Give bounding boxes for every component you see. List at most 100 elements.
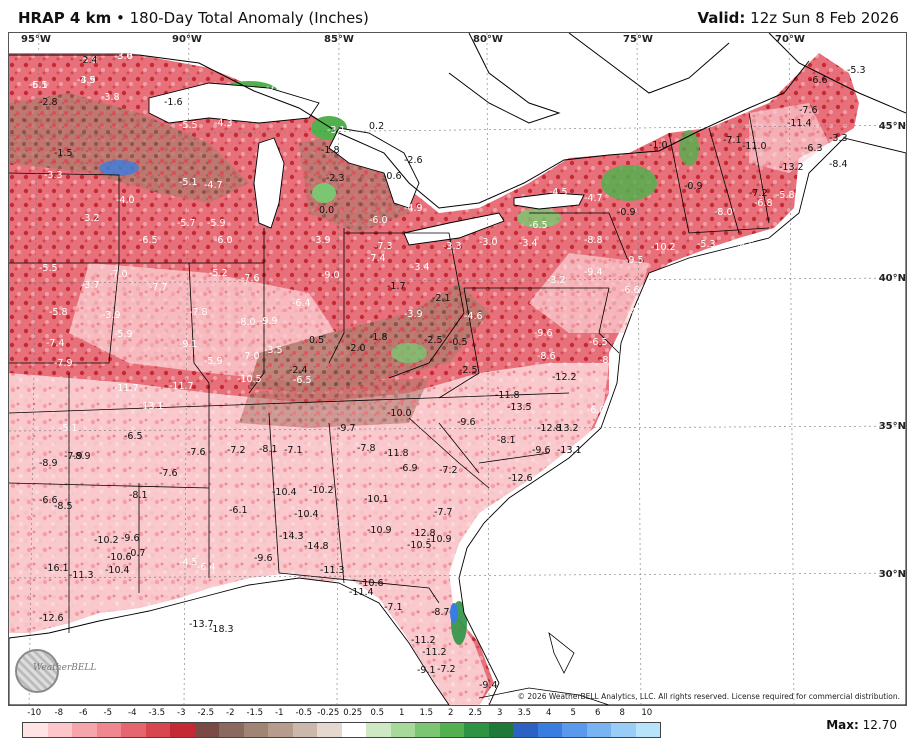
lake-huron	[328, 127, 420, 209]
anomaly-value-label: -10.4	[105, 565, 130, 576]
anomaly-value-label: -6.5	[124, 431, 143, 442]
anomaly-value-label: -4.3	[214, 118, 233, 129]
anomaly-value-label: -1.8	[321, 145, 340, 156]
anomaly-value-label: -6.6	[39, 495, 58, 506]
max-label: Max:	[826, 718, 859, 732]
anomaly-value-label: -4.9	[404, 203, 423, 214]
anomaly-value-label: 0.5	[309, 335, 324, 346]
lat-label-35n: 35°N	[878, 421, 906, 432]
legend-swatch	[341, 723, 366, 737]
anomaly-value-label: -6.4	[197, 562, 216, 573]
anomaly-value-label: -13.2	[554, 423, 579, 434]
title-bullet: •	[115, 9, 125, 27]
legend-swatch	[562, 723, 587, 737]
anomaly-value-label: -4.7	[204, 180, 223, 191]
anomaly-value-label: -2.4	[79, 55, 98, 66]
anomaly-value-label: -10.9	[427, 534, 452, 545]
anomaly-value-label: -8.5	[599, 355, 618, 366]
lon-label-95w: 95°W	[21, 34, 51, 45]
anomaly-value-label: -7.1	[723, 135, 742, 146]
legend-swatch	[170, 723, 195, 737]
legend-tick-label: -0.25	[317, 708, 340, 718]
anomaly-value-label: -1.5	[54, 148, 73, 159]
anomaly-value-label: -3.0	[114, 51, 133, 62]
anomaly-value-label: -12.8	[537, 423, 562, 434]
canada-land	[9, 33, 906, 213]
anomaly-value-label: -4.9	[37, 45, 56, 56]
lake-ontario	[513, 192, 585, 210]
legend-tick-label: 0.5	[370, 708, 385, 718]
maine-light-region	[749, 103, 829, 173]
anomaly-value-label: -3.4	[519, 238, 538, 249]
anomaly-value-label: -3.8	[101, 92, 120, 103]
anomaly-value-label: -5.9	[114, 329, 133, 340]
legend-swatch	[268, 723, 293, 737]
brown-band-kentucky	[239, 378, 429, 428]
anomaly-value-label: -8.0	[714, 207, 733, 218]
legend-swatch	[488, 723, 513, 737]
blue-wet-area	[99, 160, 139, 176]
legend-swatch	[243, 723, 268, 737]
anomaly-value-label: -9.9	[259, 316, 278, 327]
anomaly-value-label: -1.0	[649, 140, 668, 151]
anomaly-value-label: -11.8	[384, 448, 409, 459]
anomaly-value-label: -8.5	[54, 501, 73, 512]
legend-tick-label: -6	[79, 708, 88, 718]
anomaly-value-label: -3.7	[81, 280, 100, 291]
anomaly-value-label: -11.8	[495, 390, 520, 401]
anomaly-value-label: -6.2	[649, 125, 668, 136]
anomaly-value-label: -8.0	[237, 317, 256, 328]
anomaly-value-label: -13.1	[557, 445, 582, 456]
northeast-light-region	[529, 253, 649, 333]
anomaly-value-label: -3.2	[547, 275, 566, 286]
legend-swatch	[121, 723, 146, 737]
lake-michigan	[253, 137, 285, 229]
lake-erie	[403, 212, 505, 246]
valid-time: Valid: 12z Sun 8 Feb 2026	[697, 9, 899, 27]
anomaly-value-label: -6.3	[804, 143, 823, 154]
anomaly-value-label: -9.4	[479, 680, 498, 691]
legend-swatch	[47, 723, 72, 737]
anomaly-value-label: -8.9	[39, 458, 58, 469]
legend-tick-label: 2	[448, 708, 454, 718]
anomaly-value-label: -11.0	[742, 141, 767, 152]
anomaly-value-label: -5.7	[177, 218, 196, 229]
valid-value: 12z Sun 8 Feb 2026	[750, 9, 899, 27]
anomaly-value-label: -8.5	[736, 240, 755, 251]
anomaly-value-label: -2.5	[424, 335, 443, 346]
anomaly-value-label: -5.9	[207, 218, 226, 229]
anomaly-value-label: -3.4	[411, 262, 430, 273]
legend-tick-label: 2.5	[468, 708, 483, 718]
anomaly-value-label: -6.0	[214, 235, 233, 246]
anomaly-value-label: -5.1	[59, 423, 78, 434]
legend-tick-label: 1	[399, 708, 405, 718]
anomaly-value-label: -4.4	[37, 45, 56, 56]
anomaly-value-label: -3.2	[81, 213, 100, 224]
legend-swatch	[145, 723, 170, 737]
anomaly-value-label: -7.4	[46, 338, 65, 349]
gulf-of-mexico	[9, 577, 450, 705]
anomaly-value-label: -5.9	[204, 356, 223, 367]
anomaly-value-label: -12.6	[39, 613, 64, 624]
anomaly-value-label: -5.8	[49, 307, 68, 318]
anomaly-value-label: -10.0	[387, 408, 412, 419]
anomaly-value-label: -14.3	[279, 531, 304, 542]
anomaly-value-label: -7.2	[439, 465, 458, 476]
anomaly-value-label: -6.0	[587, 405, 606, 416]
anomaly-value-label: -6.5	[589, 337, 608, 348]
anomaly-value-label: -1.8	[369, 332, 388, 343]
anomaly-value-label: -7.8	[357, 443, 376, 454]
anomaly-value-label: -5.1	[29, 80, 48, 91]
legend-swatch	[292, 723, 317, 737]
anomaly-value-label: -7.7	[149, 282, 168, 293]
product-name: 180-Day Total Anomaly (Inches)	[129, 9, 369, 27]
anomaly-value-label: -10.2	[651, 242, 676, 253]
model-name: HRAP 4 km	[18, 9, 112, 27]
anomaly-value-label: -7.7	[434, 507, 453, 518]
anomaly-value-label: -8.6	[537, 351, 556, 362]
state-borders	[9, 112, 770, 633]
anomaly-value-label: -3.9	[102, 310, 121, 321]
anomaly-value-label: -10.4	[272, 487, 297, 498]
legend-swatch	[23, 723, 48, 737]
legend-tick-label: 1.5	[419, 708, 434, 718]
